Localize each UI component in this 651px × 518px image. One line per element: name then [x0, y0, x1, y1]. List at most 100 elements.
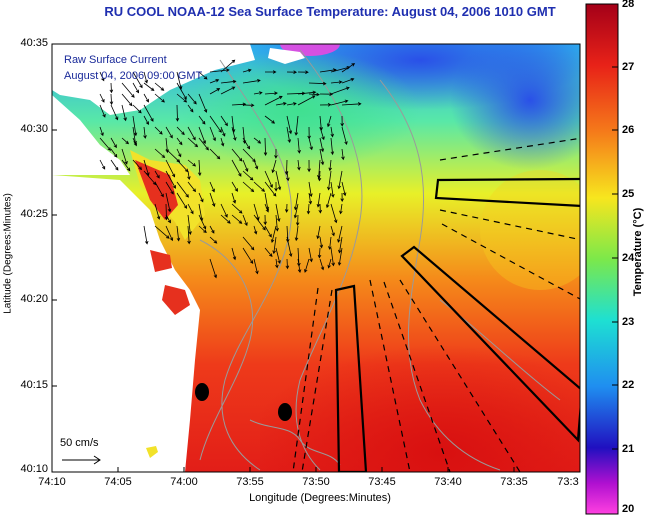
x-tick-label: 74:05 — [104, 476, 132, 488]
current-vector — [317, 247, 322, 259]
colorbar-tick-label: 20 — [622, 503, 635, 515]
current-vector — [341, 148, 345, 161]
current-vector — [176, 82, 187, 100]
current-vector — [154, 93, 165, 103]
current-vector — [242, 159, 249, 172]
colorbar-tick-label: 25 — [622, 188, 635, 200]
current-vector — [209, 79, 220, 84]
station-marker — [195, 383, 209, 401]
land — [52, 44, 305, 472]
current-vector — [286, 115, 293, 135]
current-vector — [220, 79, 237, 84]
scale-label: 50 cm/s — [60, 437, 99, 449]
colorbar-tick-label: 23 — [622, 316, 635, 328]
current-vector — [165, 181, 174, 195]
colorbar — [585, 3, 619, 515]
current-vector — [176, 181, 189, 198]
current-vector — [154, 126, 163, 135]
current-vector — [297, 95, 316, 106]
current-vector — [286, 236, 293, 258]
current-vector — [253, 225, 258, 235]
current-vector — [187, 137, 199, 148]
current-vector — [265, 70, 277, 74]
current-vector — [198, 115, 206, 125]
current-vector — [143, 225, 149, 245]
current-vector — [271, 159, 277, 174]
current-vector — [209, 225, 215, 234]
current-vector — [319, 148, 325, 166]
y-tick-label: 40:35 — [20, 37, 48, 49]
current-vector — [274, 181, 278, 192]
tick-marks — [51, 43, 515, 473]
y-tick-label: 40:30 — [20, 123, 48, 135]
current-vector — [337, 225, 343, 243]
current-vector — [341, 63, 356, 73]
current-vector — [330, 203, 338, 224]
current-vector — [165, 148, 181, 163]
current-vector — [242, 236, 255, 251]
current-vector — [264, 115, 276, 124]
current-vector — [317, 170, 322, 182]
colorbar-tick-label: 26 — [622, 124, 635, 136]
x-tick-label: 73:50 — [302, 476, 330, 488]
current-vector — [175, 104, 180, 122]
current-vector — [154, 82, 165, 91]
coastal-patch — [146, 446, 158, 458]
bathymetry-contours — [199, 49, 561, 471]
current-vector — [328, 236, 332, 250]
current-vector — [109, 82, 114, 94]
current-vector — [231, 192, 237, 204]
current-vector — [132, 82, 140, 94]
current-vector — [165, 214, 171, 224]
current-vector — [264, 91, 278, 96]
colorbar-tick-label: 28 — [622, 0, 635, 10]
y-tick-label: 40:10 — [20, 463, 48, 475]
current-vector — [220, 203, 228, 218]
current-vector — [242, 68, 252, 73]
current-vector — [337, 247, 343, 266]
current-vector — [187, 159, 197, 167]
current-vector — [297, 159, 301, 171]
current-vector — [295, 214, 300, 227]
current-vector — [263, 214, 267, 226]
current-vector — [154, 203, 161, 220]
colorbar-tick-label: 22 — [622, 379, 635, 391]
current-vector — [294, 115, 299, 136]
current-vector — [209, 236, 218, 244]
sampling-tracks — [292, 137, 580, 472]
current-vector — [154, 225, 170, 239]
current-vector — [209, 115, 222, 133]
current-vector — [231, 214, 243, 224]
current-vector — [264, 247, 273, 258]
current-vector — [165, 192, 172, 213]
current-vector — [231, 203, 243, 214]
current-vector — [327, 258, 332, 269]
current-vector — [275, 214, 279, 232]
current-vector — [143, 104, 154, 122]
current-vector — [110, 148, 118, 158]
current-vector — [109, 93, 114, 106]
current-vector — [198, 126, 206, 145]
current-vector — [275, 102, 287, 106]
x-tick-label: 73:40 — [434, 476, 462, 488]
current-vector — [110, 137, 117, 149]
current-vector — [293, 192, 299, 211]
current-vector — [253, 258, 259, 275]
current-vector — [198, 225, 207, 234]
current-vector — [330, 247, 335, 267]
y-tick-label: 40:20 — [20, 293, 48, 305]
page-title: RU COOL NOAA-12 Sea Surface Temperature:… — [104, 4, 556, 19]
current-vector — [143, 93, 149, 103]
current-vector — [264, 170, 273, 188]
current-vector — [242, 214, 248, 227]
overlay-date: August 04, 2006 09:00 GMT — [64, 70, 203, 82]
current-vector — [121, 93, 133, 107]
current-vector — [209, 192, 216, 207]
current-vector — [132, 159, 143, 171]
current-vector — [165, 225, 174, 242]
current-vector — [308, 92, 320, 97]
current-vector — [197, 159, 202, 177]
current-vector — [154, 170, 160, 179]
y-tick-label: 40:25 — [20, 208, 48, 220]
